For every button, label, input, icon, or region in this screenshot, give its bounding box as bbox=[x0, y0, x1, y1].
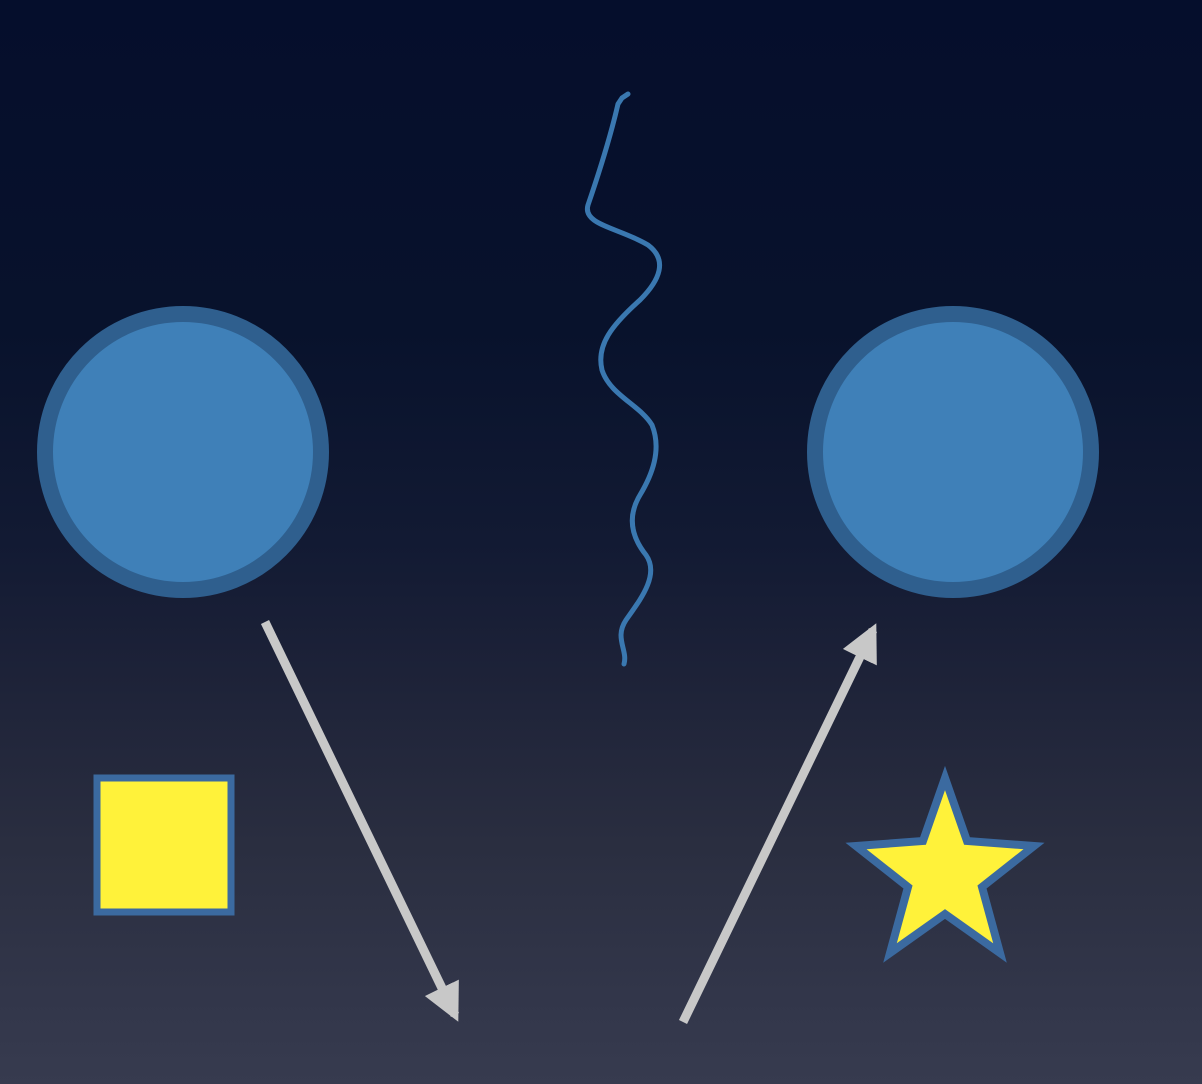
right-arrow bbox=[678, 623, 878, 1024]
yellow-square bbox=[93, 774, 235, 916]
yellow-star bbox=[845, 765, 1045, 963]
wave-line bbox=[584, 91, 662, 667]
right-particle-circle bbox=[807, 306, 1099, 598]
left-arrow bbox=[260, 620, 460, 1022]
left-particle-circle bbox=[37, 306, 329, 598]
